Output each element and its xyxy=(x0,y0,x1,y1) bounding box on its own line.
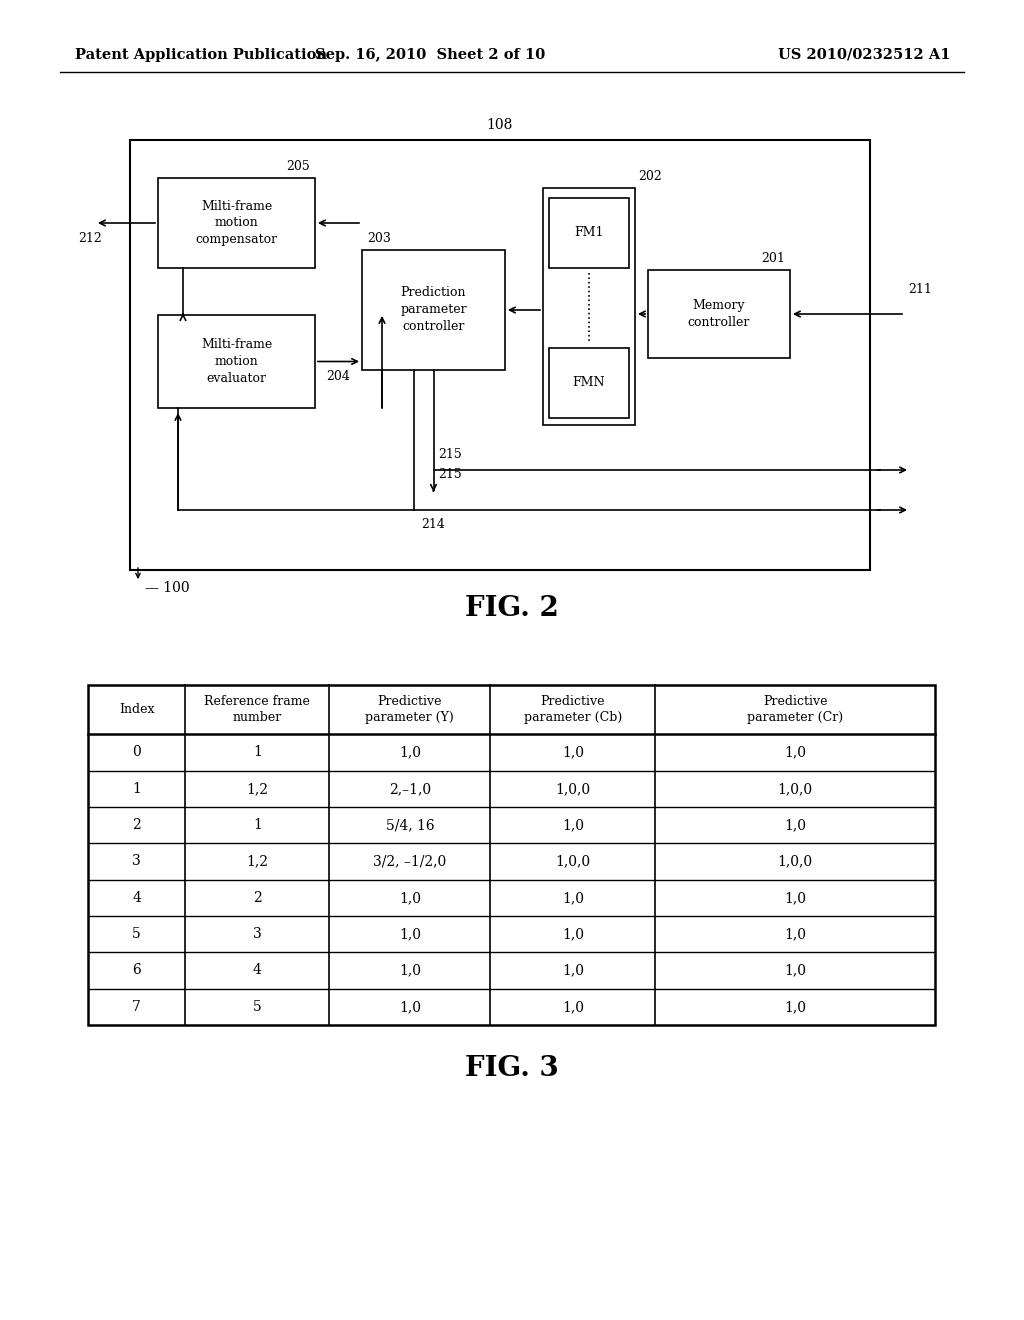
Text: Predictive
parameter (Y): Predictive parameter (Y) xyxy=(366,696,455,725)
Bar xyxy=(362,249,505,370)
Text: 1,0: 1,0 xyxy=(562,818,584,832)
Text: 1,0: 1,0 xyxy=(399,964,421,978)
Text: 2: 2 xyxy=(132,818,141,832)
Text: FIG. 2: FIG. 2 xyxy=(465,594,559,622)
Text: 1: 1 xyxy=(253,746,262,759)
Text: FIG. 3: FIG. 3 xyxy=(465,1055,559,1081)
Text: 204: 204 xyxy=(327,371,350,384)
Text: 5: 5 xyxy=(253,999,262,1014)
Bar xyxy=(88,685,935,1026)
Text: 3: 3 xyxy=(253,927,262,941)
Text: 1,0: 1,0 xyxy=(784,891,806,904)
Bar xyxy=(543,187,635,425)
Text: 1,0: 1,0 xyxy=(562,746,584,759)
Text: 212: 212 xyxy=(78,232,101,246)
Text: 203: 203 xyxy=(367,232,391,246)
Text: 1,0: 1,0 xyxy=(784,964,806,978)
Text: 1,2: 1,2 xyxy=(247,781,268,796)
Text: 215: 215 xyxy=(438,449,462,462)
Bar xyxy=(549,198,629,268)
Text: Patent Application Publication: Patent Application Publication xyxy=(75,48,327,62)
Text: 0: 0 xyxy=(132,746,141,759)
Text: 108: 108 xyxy=(486,117,513,132)
Text: 1,0,0: 1,0,0 xyxy=(777,854,813,869)
Bar xyxy=(648,271,790,358)
Text: 1,0,0: 1,0,0 xyxy=(555,781,591,796)
Text: 1,0: 1,0 xyxy=(562,999,584,1014)
Text: Milti-frame
motion
evaluator: Milti-frame motion evaluator xyxy=(201,338,272,385)
Text: Milti-frame
motion
compensator: Milti-frame motion compensator xyxy=(196,199,278,247)
Text: 1,0: 1,0 xyxy=(399,746,421,759)
Text: Index: Index xyxy=(119,704,155,717)
Text: 4: 4 xyxy=(253,964,262,978)
Text: Memory
controller: Memory controller xyxy=(688,300,751,329)
Text: 201: 201 xyxy=(761,252,785,265)
Text: 214: 214 xyxy=(422,519,445,532)
Text: 1,0: 1,0 xyxy=(399,927,421,941)
Text: 1,0: 1,0 xyxy=(784,746,806,759)
Text: 2: 2 xyxy=(253,891,262,904)
Text: 1,2: 1,2 xyxy=(247,854,268,869)
Text: 1: 1 xyxy=(132,781,141,796)
Text: FMN: FMN xyxy=(572,376,605,389)
Text: 1,0,0: 1,0,0 xyxy=(777,781,813,796)
Text: 1: 1 xyxy=(253,818,262,832)
Text: 1,0: 1,0 xyxy=(562,927,584,941)
Text: Reference frame
number: Reference frame number xyxy=(205,696,310,725)
Text: 5/4, 16: 5/4, 16 xyxy=(386,818,434,832)
Text: — 100: — 100 xyxy=(145,581,189,595)
Text: 2,–1,0: 2,–1,0 xyxy=(389,781,431,796)
Text: 1,0: 1,0 xyxy=(562,964,584,978)
Text: Predictive
parameter (Cr): Predictive parameter (Cr) xyxy=(748,696,844,725)
Text: 6: 6 xyxy=(132,964,141,978)
Text: US 2010/0232512 A1: US 2010/0232512 A1 xyxy=(777,48,950,62)
Text: 1,0,0: 1,0,0 xyxy=(555,854,591,869)
Text: 5: 5 xyxy=(132,927,141,941)
Text: 211: 211 xyxy=(908,282,932,296)
Bar xyxy=(158,178,315,268)
Text: 202: 202 xyxy=(638,170,662,183)
Text: 7: 7 xyxy=(132,999,141,1014)
Text: 3: 3 xyxy=(132,854,141,869)
Text: Predictive
parameter (Cb): Predictive parameter (Cb) xyxy=(524,696,622,725)
Bar xyxy=(158,315,315,408)
Text: Prediction
parameter
controller: Prediction parameter controller xyxy=(400,286,467,334)
Text: 215: 215 xyxy=(438,469,462,480)
Text: FM1: FM1 xyxy=(574,227,604,239)
Text: 1,0: 1,0 xyxy=(399,891,421,904)
Bar xyxy=(130,140,870,570)
Text: Sep. 16, 2010  Sheet 2 of 10: Sep. 16, 2010 Sheet 2 of 10 xyxy=(314,48,545,62)
Text: 1,0: 1,0 xyxy=(784,999,806,1014)
Text: 1,0: 1,0 xyxy=(562,891,584,904)
Text: 205: 205 xyxy=(287,160,310,173)
Text: 1,0: 1,0 xyxy=(399,999,421,1014)
Text: 3/2, –1/2,0: 3/2, –1/2,0 xyxy=(373,854,446,869)
Text: 1,0: 1,0 xyxy=(784,927,806,941)
Bar xyxy=(549,348,629,418)
Text: 4: 4 xyxy=(132,891,141,904)
Text: 1,0: 1,0 xyxy=(784,818,806,832)
